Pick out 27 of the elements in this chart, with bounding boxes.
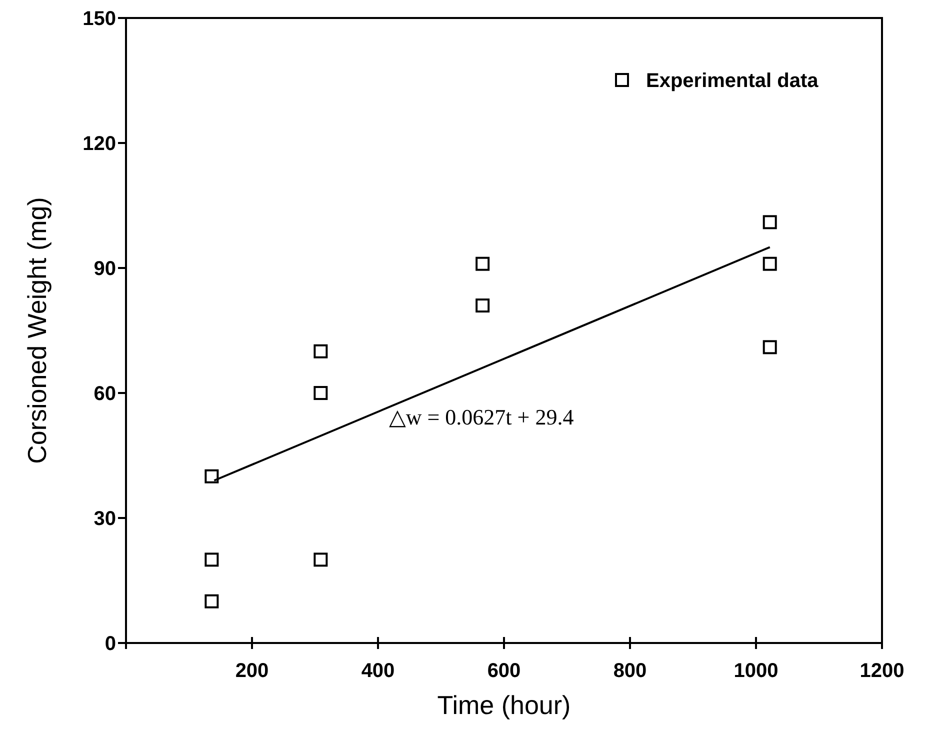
y-tick-label: 60 <box>94 383 116 405</box>
point <box>762 256 777 271</box>
point <box>762 340 777 354</box>
y-tick-label: 90 <box>94 258 116 280</box>
point <box>204 552 219 567</box>
point <box>476 256 490 271</box>
point <box>314 344 328 358</box>
x-axis-title: Time (hour) <box>437 690 571 720</box>
point <box>314 386 328 400</box>
y-tick-label: 0 <box>104 633 116 655</box>
x-tick-label: 200 <box>235 660 269 682</box>
y-tick-label: 150 <box>82 8 116 30</box>
x-tick-label: 600 <box>487 660 521 682</box>
annotation: △w = 0.0627t + 29.4 <box>388 404 574 430</box>
point <box>204 594 219 608</box>
point <box>762 215 777 230</box>
x-tick-label: 1000 <box>734 660 778 682</box>
x-tick-label: 800 <box>613 660 647 682</box>
point <box>476 298 490 312</box>
y-tick-label: 120 <box>82 133 116 155</box>
point <box>314 552 328 567</box>
y-axis-title: Corsioned Weight (mg) <box>22 197 52 464</box>
x-tick-label: 1200 <box>860 660 904 682</box>
y-tick-label: 30 <box>94 508 116 530</box>
legend-label: Experimental data <box>646 70 820 92</box>
point <box>204 469 219 484</box>
x-tick-label: 400 <box>361 660 395 682</box>
